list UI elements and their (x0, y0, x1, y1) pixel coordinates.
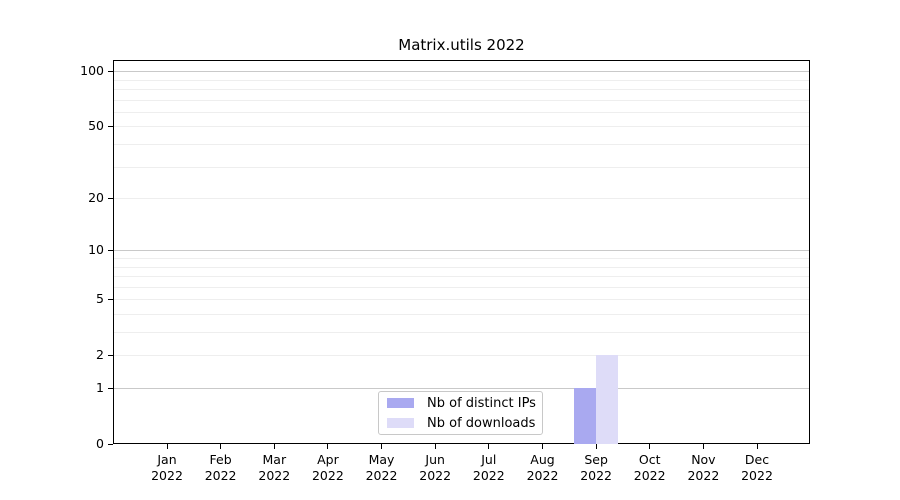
x-tick-mark (542, 444, 543, 449)
y-gridline-minor (114, 266, 809, 268)
x-tick-mark (166, 444, 168, 449)
y-tick-mark (108, 249, 113, 251)
x-tick-label: May 2022 (365, 452, 398, 483)
y-gridline-minor (114, 258, 809, 259)
y-tick-mark (108, 354, 113, 356)
x-tick-label: Jun 2022 (419, 452, 452, 483)
x-tick-mark (649, 444, 651, 449)
y-gridline-minor (114, 286, 809, 288)
y-gridline-major (114, 250, 809, 252)
x-tick-label: Jul 2022 (472, 452, 505, 483)
y-gridline-major (114, 388, 809, 389)
x-tick-label: Feb 2022 (204, 452, 237, 483)
y-tick-mark (108, 70, 113, 72)
legend-label: Nb of distinct IPs (427, 395, 536, 411)
y-tick-mark (108, 197, 113, 199)
y-gridline-minor (114, 79, 809, 81)
x-tick-mark (756, 444, 758, 449)
y-tick-mark (108, 298, 113, 300)
x-tick-mark (434, 444, 436, 449)
x-tick-mark (381, 444, 382, 449)
y-gridline-minor (114, 89, 809, 90)
y-tick-label: 5 (96, 291, 104, 307)
legend-swatch-icon (387, 398, 414, 408)
y-gridline-minor (114, 332, 809, 333)
x-tick-label: Dec 2022 (741, 452, 773, 483)
y-gridline-major (114, 71, 809, 73)
x-tick-label: Oct 2022 (633, 452, 666, 483)
y-tick-label: 10 (88, 242, 104, 258)
legend-swatch-icon (387, 418, 414, 428)
y-gridline-minor (114, 166, 809, 168)
chart-title: Matrix.utils 2022 (398, 36, 525, 54)
legend-label: Nb of downloads (427, 415, 536, 431)
y-gridline-minor (114, 198, 809, 200)
y-tick-mark (108, 125, 113, 127)
y-tick-label: 0 (96, 436, 104, 451)
x-tick-mark (702, 444, 704, 449)
bar-nb-of-downloads (596, 355, 619, 444)
y-gridline-minor (114, 144, 809, 145)
y-tick-label: 20 (88, 190, 104, 206)
x-tick-label: Mar 2022 (258, 452, 291, 483)
x-tick-mark (488, 444, 490, 449)
y-tick-mark (108, 443, 113, 445)
y-gridline-minor (114, 99, 809, 101)
y-gridline-minor (114, 299, 809, 301)
x-tick-mark (327, 444, 329, 449)
y-gridline-minor (114, 126, 809, 128)
y-gridline-minor (114, 355, 809, 357)
x-tick-label: Sep 2022 (580, 452, 612, 483)
x-tick-label: Apr 2022 (311, 452, 344, 483)
plot-area (113, 60, 810, 444)
y-gridline-minor (114, 276, 809, 277)
legend: Nb of distinct IPs Nb of downloads (378, 391, 543, 435)
y-tick-mark (108, 387, 113, 389)
y-tick-label: 2 (96, 347, 104, 363)
x-tick-label: Aug 2022 (526, 452, 559, 483)
y-tick-label: 1 (96, 380, 104, 395)
x-tick-label: Nov 2022 (687, 452, 720, 483)
y-gridline-minor (114, 111, 809, 113)
x-tick-label: Jan 2022 (151, 452, 183, 483)
bar-nb-of-distinct-ips (574, 388, 597, 444)
y-gridline-minor (114, 314, 809, 315)
x-tick-mark (595, 444, 597, 449)
x-tick-mark (273, 444, 275, 449)
x-tick-mark (220, 444, 222, 449)
legend-item: Nb of distinct IPs (387, 394, 536, 412)
legend-item: Nb of downloads (387, 414, 536, 432)
y-tick-label: 50 (88, 118, 104, 134)
y-tick-label: 100 (80, 63, 104, 79)
